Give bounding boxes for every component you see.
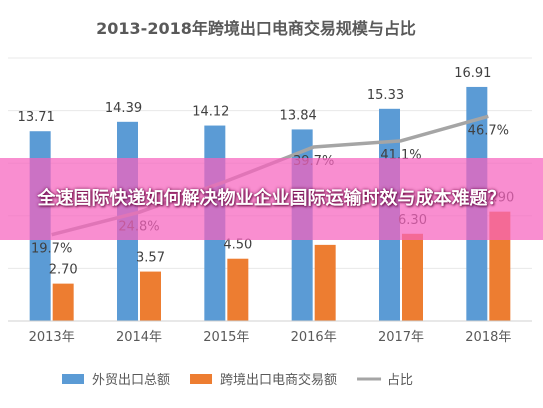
ecommerce-export-bar <box>52 283 74 321</box>
ecommerce-export-bar <box>314 244 336 321</box>
bar-data-label: 13.84 <box>280 108 317 123</box>
legend-swatch <box>190 374 213 384</box>
share-data-label: 19.7% <box>31 242 72 257</box>
x-tick-label: 2018年 <box>465 330 511 345</box>
bar-data-label: 14.39 <box>105 101 142 116</box>
overlay-banner[interactable]: 全速国际快递如何解决物业企业国际运输时效与成本难题？ <box>0 158 543 240</box>
legend-label: 外贸出口总额 <box>92 373 170 388</box>
legend-label: 占比 <box>387 373 413 388</box>
bar-data-label: 14.12 <box>192 105 229 120</box>
share-data-label: 46.7% <box>468 123 509 138</box>
bar-data-label: 16.91 <box>454 66 491 81</box>
legend-swatch <box>62 374 84 384</box>
bar-data-label: 15.33 <box>367 88 404 103</box>
x-tick-label: 2016年 <box>291 330 337 345</box>
overlay-banner-text: 全速国际快递如何解决物业企业国际运输时效与成本难题？ <box>37 188 506 209</box>
bar-data-label: 13.71 <box>18 110 55 125</box>
x-tick-label: 2017年 <box>378 330 424 345</box>
ecommerce-export-bar <box>140 271 161 321</box>
chart-title: 2013-2018年跨境出口电商交易规模与占比 <box>96 19 416 38</box>
bar-data-label: 3.57 <box>136 251 165 266</box>
x-tick-label: 2013年 <box>29 330 75 345</box>
bar-data-label: 4.50 <box>223 238 252 253</box>
legend-label: 跨境出口电商交易额 <box>220 372 337 388</box>
ecommerce-export-bar <box>227 258 249 321</box>
ecommerce-export-bar <box>402 233 423 321</box>
bar-data-label: 2.70 <box>49 263 78 278</box>
x-tick-label: 2015年 <box>203 330 249 345</box>
x-tick-label: 2014年 <box>116 330 162 345</box>
